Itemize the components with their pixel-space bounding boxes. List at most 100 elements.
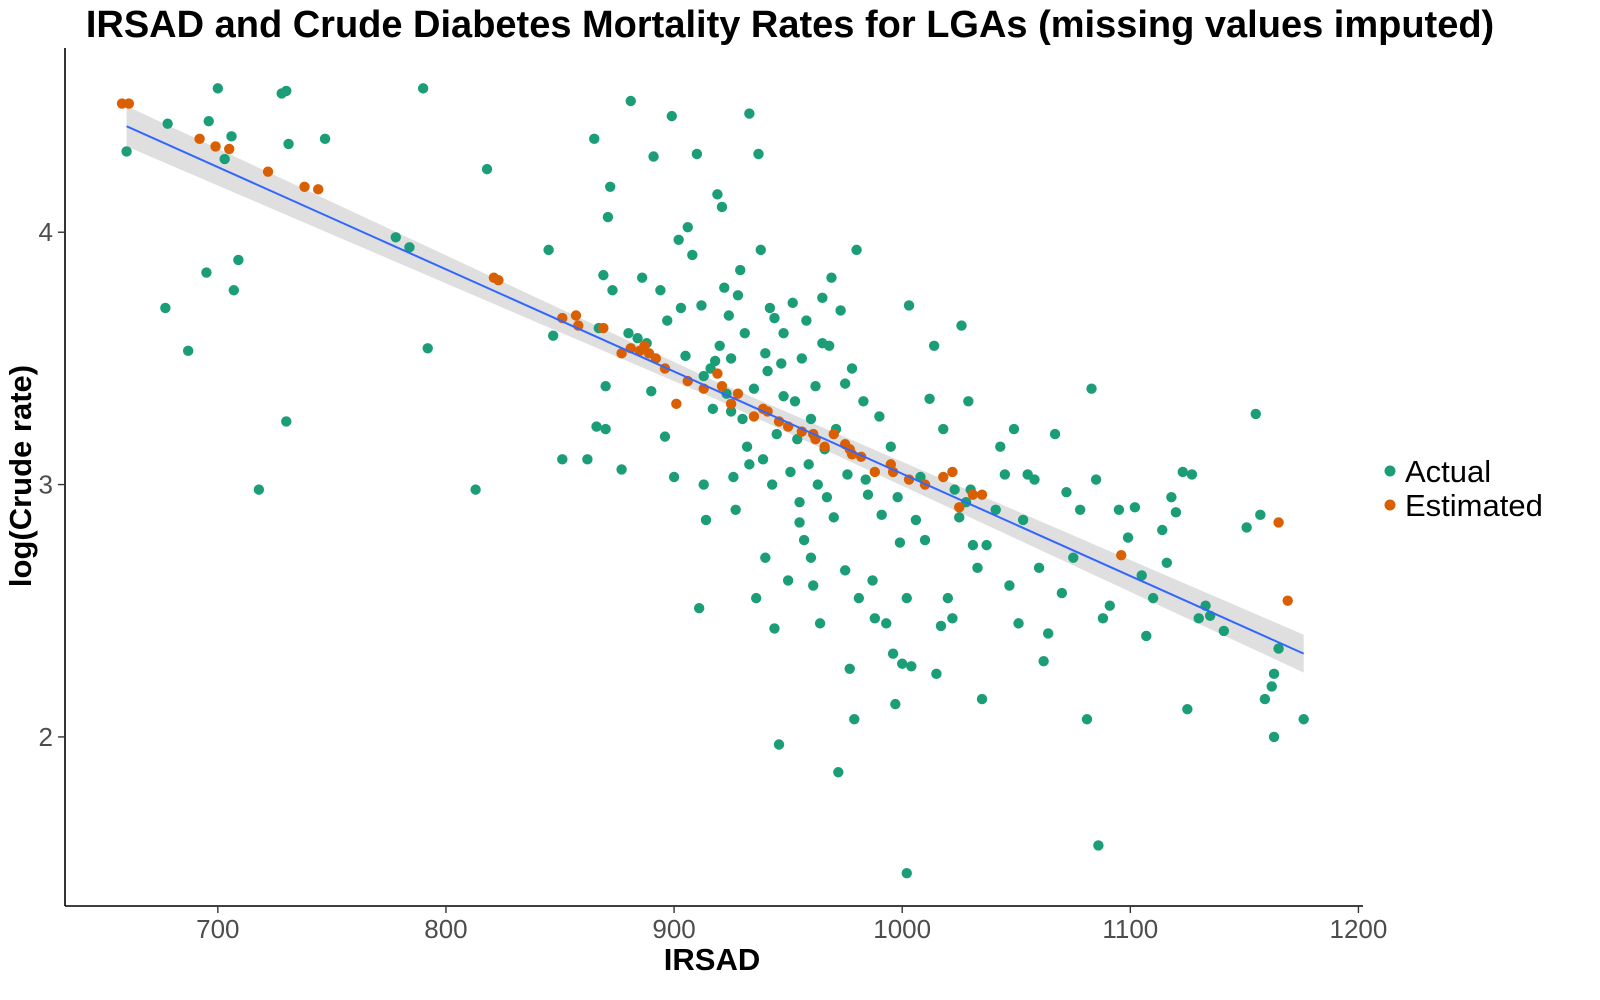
actual-point xyxy=(1042,628,1054,639)
actual-point xyxy=(182,345,194,357)
estimated-point xyxy=(299,181,310,192)
actual-point xyxy=(931,668,942,680)
actual-point xyxy=(773,739,785,750)
actual-point xyxy=(949,484,960,495)
legend-marker-actual xyxy=(1384,465,1396,477)
actual-point xyxy=(892,491,903,503)
actual-point xyxy=(1029,474,1040,485)
actual-point xyxy=(874,411,885,422)
actual-point xyxy=(607,285,618,296)
actual-point xyxy=(1090,474,1102,485)
actual-point xyxy=(121,146,132,157)
actual-point xyxy=(935,620,947,632)
actual-point xyxy=(605,181,616,192)
y-tick-label: 2 xyxy=(39,722,53,752)
estimated-point xyxy=(967,489,979,500)
actual-point xyxy=(589,133,600,145)
actual-point xyxy=(543,244,554,256)
actual-point xyxy=(890,698,901,710)
actual-point xyxy=(906,661,917,672)
estimated-point xyxy=(938,471,949,483)
actual-point xyxy=(1259,693,1271,705)
legend-label-estimated: Estimated xyxy=(1405,488,1543,523)
actual-point xyxy=(858,396,869,407)
estimated-point xyxy=(493,274,504,286)
actual-point xyxy=(1049,428,1061,440)
y-tick-label: 4 xyxy=(39,217,53,247)
estimated-point xyxy=(616,348,627,359)
actual-point xyxy=(1161,557,1173,568)
actual-point xyxy=(805,413,817,425)
actual-point xyxy=(755,244,766,256)
x-tick-label: 900 xyxy=(652,914,695,944)
actual-point xyxy=(839,565,851,576)
actual-point xyxy=(598,269,609,281)
actual-point xyxy=(582,454,593,465)
actual-point xyxy=(1268,668,1280,680)
actual-point xyxy=(719,282,730,293)
actual-point xyxy=(803,459,814,470)
actual-point xyxy=(1061,486,1072,498)
actual-point xyxy=(547,330,559,341)
actual-point xyxy=(938,423,949,435)
x-axis-ticks: 700 800 900 1000 1100 1200 xyxy=(196,906,1387,944)
actual-point xyxy=(696,300,707,311)
y-axis-ticks: 2 3 4 xyxy=(39,217,65,752)
actual-point xyxy=(1170,507,1182,518)
actual-point xyxy=(798,534,810,546)
actual-point xyxy=(842,469,853,480)
actual-point xyxy=(846,363,858,374)
actual-point xyxy=(1147,592,1159,604)
actual-point xyxy=(1141,630,1152,642)
actual-point xyxy=(1255,509,1266,521)
actual-point xyxy=(698,370,709,382)
actual-point xyxy=(1038,656,1049,667)
actual-point xyxy=(894,537,906,548)
estimated-point xyxy=(313,184,324,195)
actual-point xyxy=(741,441,753,452)
actual-point xyxy=(860,474,871,485)
estimated-point xyxy=(869,466,881,478)
estimated-point xyxy=(1282,595,1293,606)
actual-point xyxy=(623,327,634,339)
legend: Actual Estimated xyxy=(1384,454,1543,523)
actual-point xyxy=(787,297,798,309)
actual-point xyxy=(668,471,680,483)
actual-point xyxy=(739,327,750,339)
actual-point xyxy=(910,514,922,526)
actual-point xyxy=(981,539,992,551)
x-tick-label: 1100 xyxy=(1102,914,1158,944)
actual-point xyxy=(557,454,568,465)
actual-point xyxy=(730,504,741,516)
actual-point xyxy=(228,285,240,296)
x-tick-label: 1000 xyxy=(873,914,931,944)
actual-point xyxy=(707,403,719,415)
estimated-point xyxy=(947,466,958,478)
actual-point xyxy=(751,592,762,604)
actual-point xyxy=(616,464,627,475)
actual-point xyxy=(648,151,659,162)
actual-point xyxy=(655,285,666,296)
actual-point xyxy=(728,471,739,483)
actual-point xyxy=(876,509,887,521)
estimated-point xyxy=(1273,517,1284,528)
actual-point xyxy=(1193,613,1204,624)
actual-point xyxy=(712,189,723,200)
actual-point xyxy=(990,504,1001,516)
actual-point xyxy=(851,244,862,256)
actual-point xyxy=(771,428,782,440)
actual-point xyxy=(789,396,801,407)
actual-point xyxy=(1056,587,1068,599)
actual-point xyxy=(954,512,965,523)
actual-point xyxy=(1273,643,1284,654)
actual-point xyxy=(810,380,821,392)
y-axis-title: log(Crude rate) xyxy=(3,365,38,587)
fit-line-layer xyxy=(126,125,1305,655)
actual-point xyxy=(869,613,881,624)
actual-point xyxy=(666,110,677,122)
actual-point xyxy=(1182,703,1193,715)
actual-point xyxy=(1074,504,1086,516)
actual-point xyxy=(1086,383,1097,394)
x-tick-label: 1200 xyxy=(1330,914,1388,944)
actual-point xyxy=(600,380,611,392)
